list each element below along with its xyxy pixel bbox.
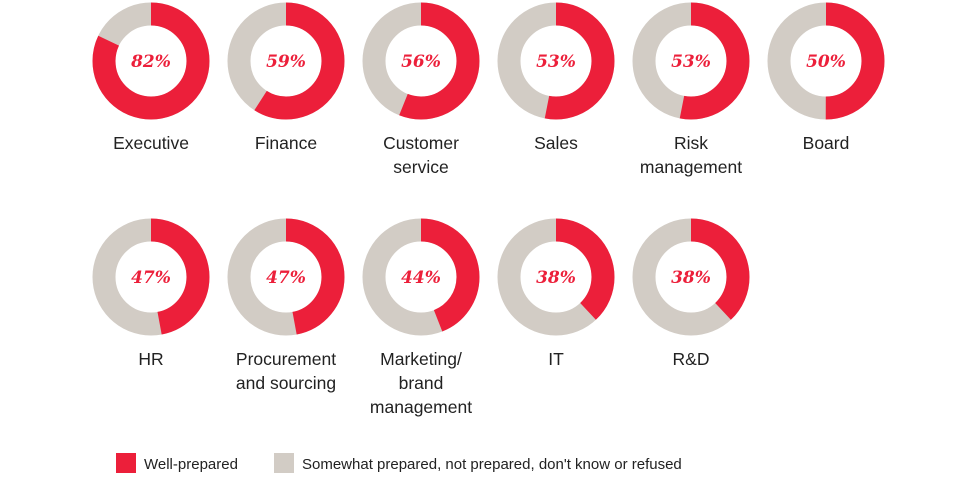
category-label-line: management bbox=[370, 397, 472, 417]
category-label: Customer service bbox=[383, 133, 459, 177]
donut-well-prepared-arc bbox=[632, 2, 750, 120]
donut-well-prepared-arc bbox=[362, 218, 480, 336]
category-label-line: HR bbox=[138, 349, 163, 369]
donut-executive: 82% Executive bbox=[92, 2, 210, 153]
donut-value-label: 56% bbox=[401, 52, 441, 72]
category-label: Marketing/brand management bbox=[370, 349, 472, 417]
category-label-line: service bbox=[393, 157, 448, 177]
legend-swatch bbox=[116, 453, 136, 473]
donut-well-prepared-arc bbox=[227, 218, 345, 336]
donut-value-label: 38% bbox=[536, 268, 576, 288]
category-label: Finance bbox=[255, 133, 317, 153]
category-label: Executive bbox=[113, 133, 189, 153]
legend-label: Well-prepared bbox=[144, 456, 238, 473]
category-label: HR bbox=[138, 349, 163, 369]
donut-value-label: 38% bbox=[671, 268, 711, 288]
category-label-line: Board bbox=[803, 133, 850, 153]
category-label-line: and sourcing bbox=[236, 373, 336, 393]
donut-value-label: 50% bbox=[806, 52, 846, 72]
donut-customer-service: 56% Customer service bbox=[362, 2, 480, 177]
category-label-line: brand bbox=[399, 373, 444, 393]
donut-well-prepared-arc bbox=[497, 218, 615, 336]
category-label-line: Marketing/ bbox=[380, 349, 462, 369]
category-label: Procurement and sourcing bbox=[236, 349, 336, 393]
category-label-line: management bbox=[640, 157, 742, 177]
legend: Well-prepared Somewhat prepared, not prep… bbox=[116, 453, 682, 473]
legend-swatch bbox=[274, 453, 294, 473]
donut-well-prepared-arc bbox=[227, 2, 345, 120]
category-label-line: Procurement bbox=[236, 349, 336, 369]
category-label: IT bbox=[548, 349, 564, 369]
category-label: Sales bbox=[534, 133, 578, 153]
donut-hr: 47% HR bbox=[92, 218, 210, 369]
donut-value-label: 44% bbox=[401, 268, 441, 288]
category-label-line: Customer bbox=[383, 133, 459, 153]
donut-risk-management: 53% Risk management bbox=[632, 2, 750, 177]
donut-well-prepared-arc bbox=[362, 2, 480, 120]
donut-it: 38% IT bbox=[497, 218, 615, 369]
donut-value-label: 59% bbox=[266, 52, 306, 72]
category-label-line: Sales bbox=[534, 133, 578, 153]
donut-well-prepared-arc bbox=[92, 2, 210, 120]
donut-value-label: 47% bbox=[266, 268, 306, 288]
category-label: Board bbox=[803, 133, 850, 153]
category-label-line: Executive bbox=[113, 133, 189, 153]
donut-value-label: 53% bbox=[671, 52, 711, 72]
donut-sales: 53% Sales bbox=[497, 2, 615, 153]
donut-value-label: 47% bbox=[131, 268, 171, 288]
donut-marketing-brand-management: 44% Marketing/brand management bbox=[362, 218, 480, 417]
donut-r-d: 38% R&D bbox=[632, 218, 750, 369]
legend-label: Somewhat prepared, not prepared, don't k… bbox=[302, 456, 682, 473]
category-label-line: IT bbox=[548, 349, 564, 369]
donut-value-label: 53% bbox=[536, 52, 576, 72]
category-label-line: Finance bbox=[255, 133, 317, 153]
donut-finance: 59% Finance bbox=[227, 2, 345, 153]
donut-board: 50% Board bbox=[767, 2, 885, 153]
donut-well-prepared-arc bbox=[767, 2, 885, 120]
donut-value-label: 82% bbox=[130, 52, 171, 72]
category-label: R&D bbox=[673, 349, 710, 369]
category-label: Risk management bbox=[640, 133, 742, 177]
donut-well-prepared-arc bbox=[632, 218, 750, 336]
category-label-line: R&D bbox=[673, 349, 710, 369]
category-label-line: Risk bbox=[674, 133, 708, 153]
donut-well-prepared-arc bbox=[92, 218, 210, 336]
donut-procurement-and-sourcing: 47% Procurement and sourcing bbox=[227, 218, 345, 393]
donut-well-prepared-arc bbox=[497, 2, 615, 120]
